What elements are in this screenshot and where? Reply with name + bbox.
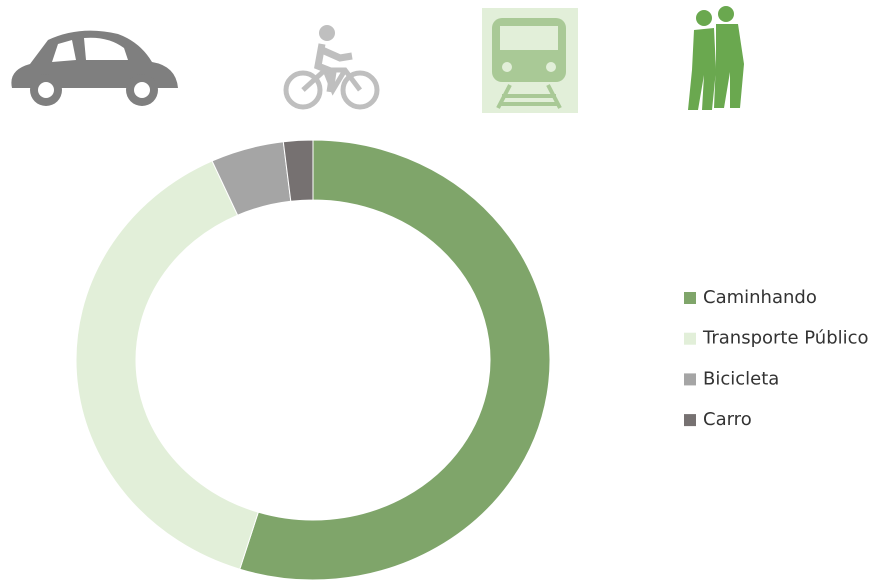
donut-slice (239, 139, 551, 581)
legend-swatch (684, 414, 696, 427)
car-icon (11, 30, 179, 106)
legend-label: Caminhando (703, 287, 817, 308)
legend-label: Carro (703, 409, 752, 430)
legend-swatch (684, 373, 696, 386)
donut-slice (75, 160, 259, 570)
icons (11, 6, 744, 113)
train-icon (482, 8, 578, 113)
legend-label: Transporte Público (702, 328, 869, 349)
legend-swatch (684, 292, 696, 304)
donut-slice (282, 139, 314, 202)
legend-label: Bicicleta (703, 368, 779, 389)
legend-swatch (684, 332, 696, 345)
bicycle-icon (283, 25, 380, 110)
walking-people-icon (688, 6, 744, 110)
